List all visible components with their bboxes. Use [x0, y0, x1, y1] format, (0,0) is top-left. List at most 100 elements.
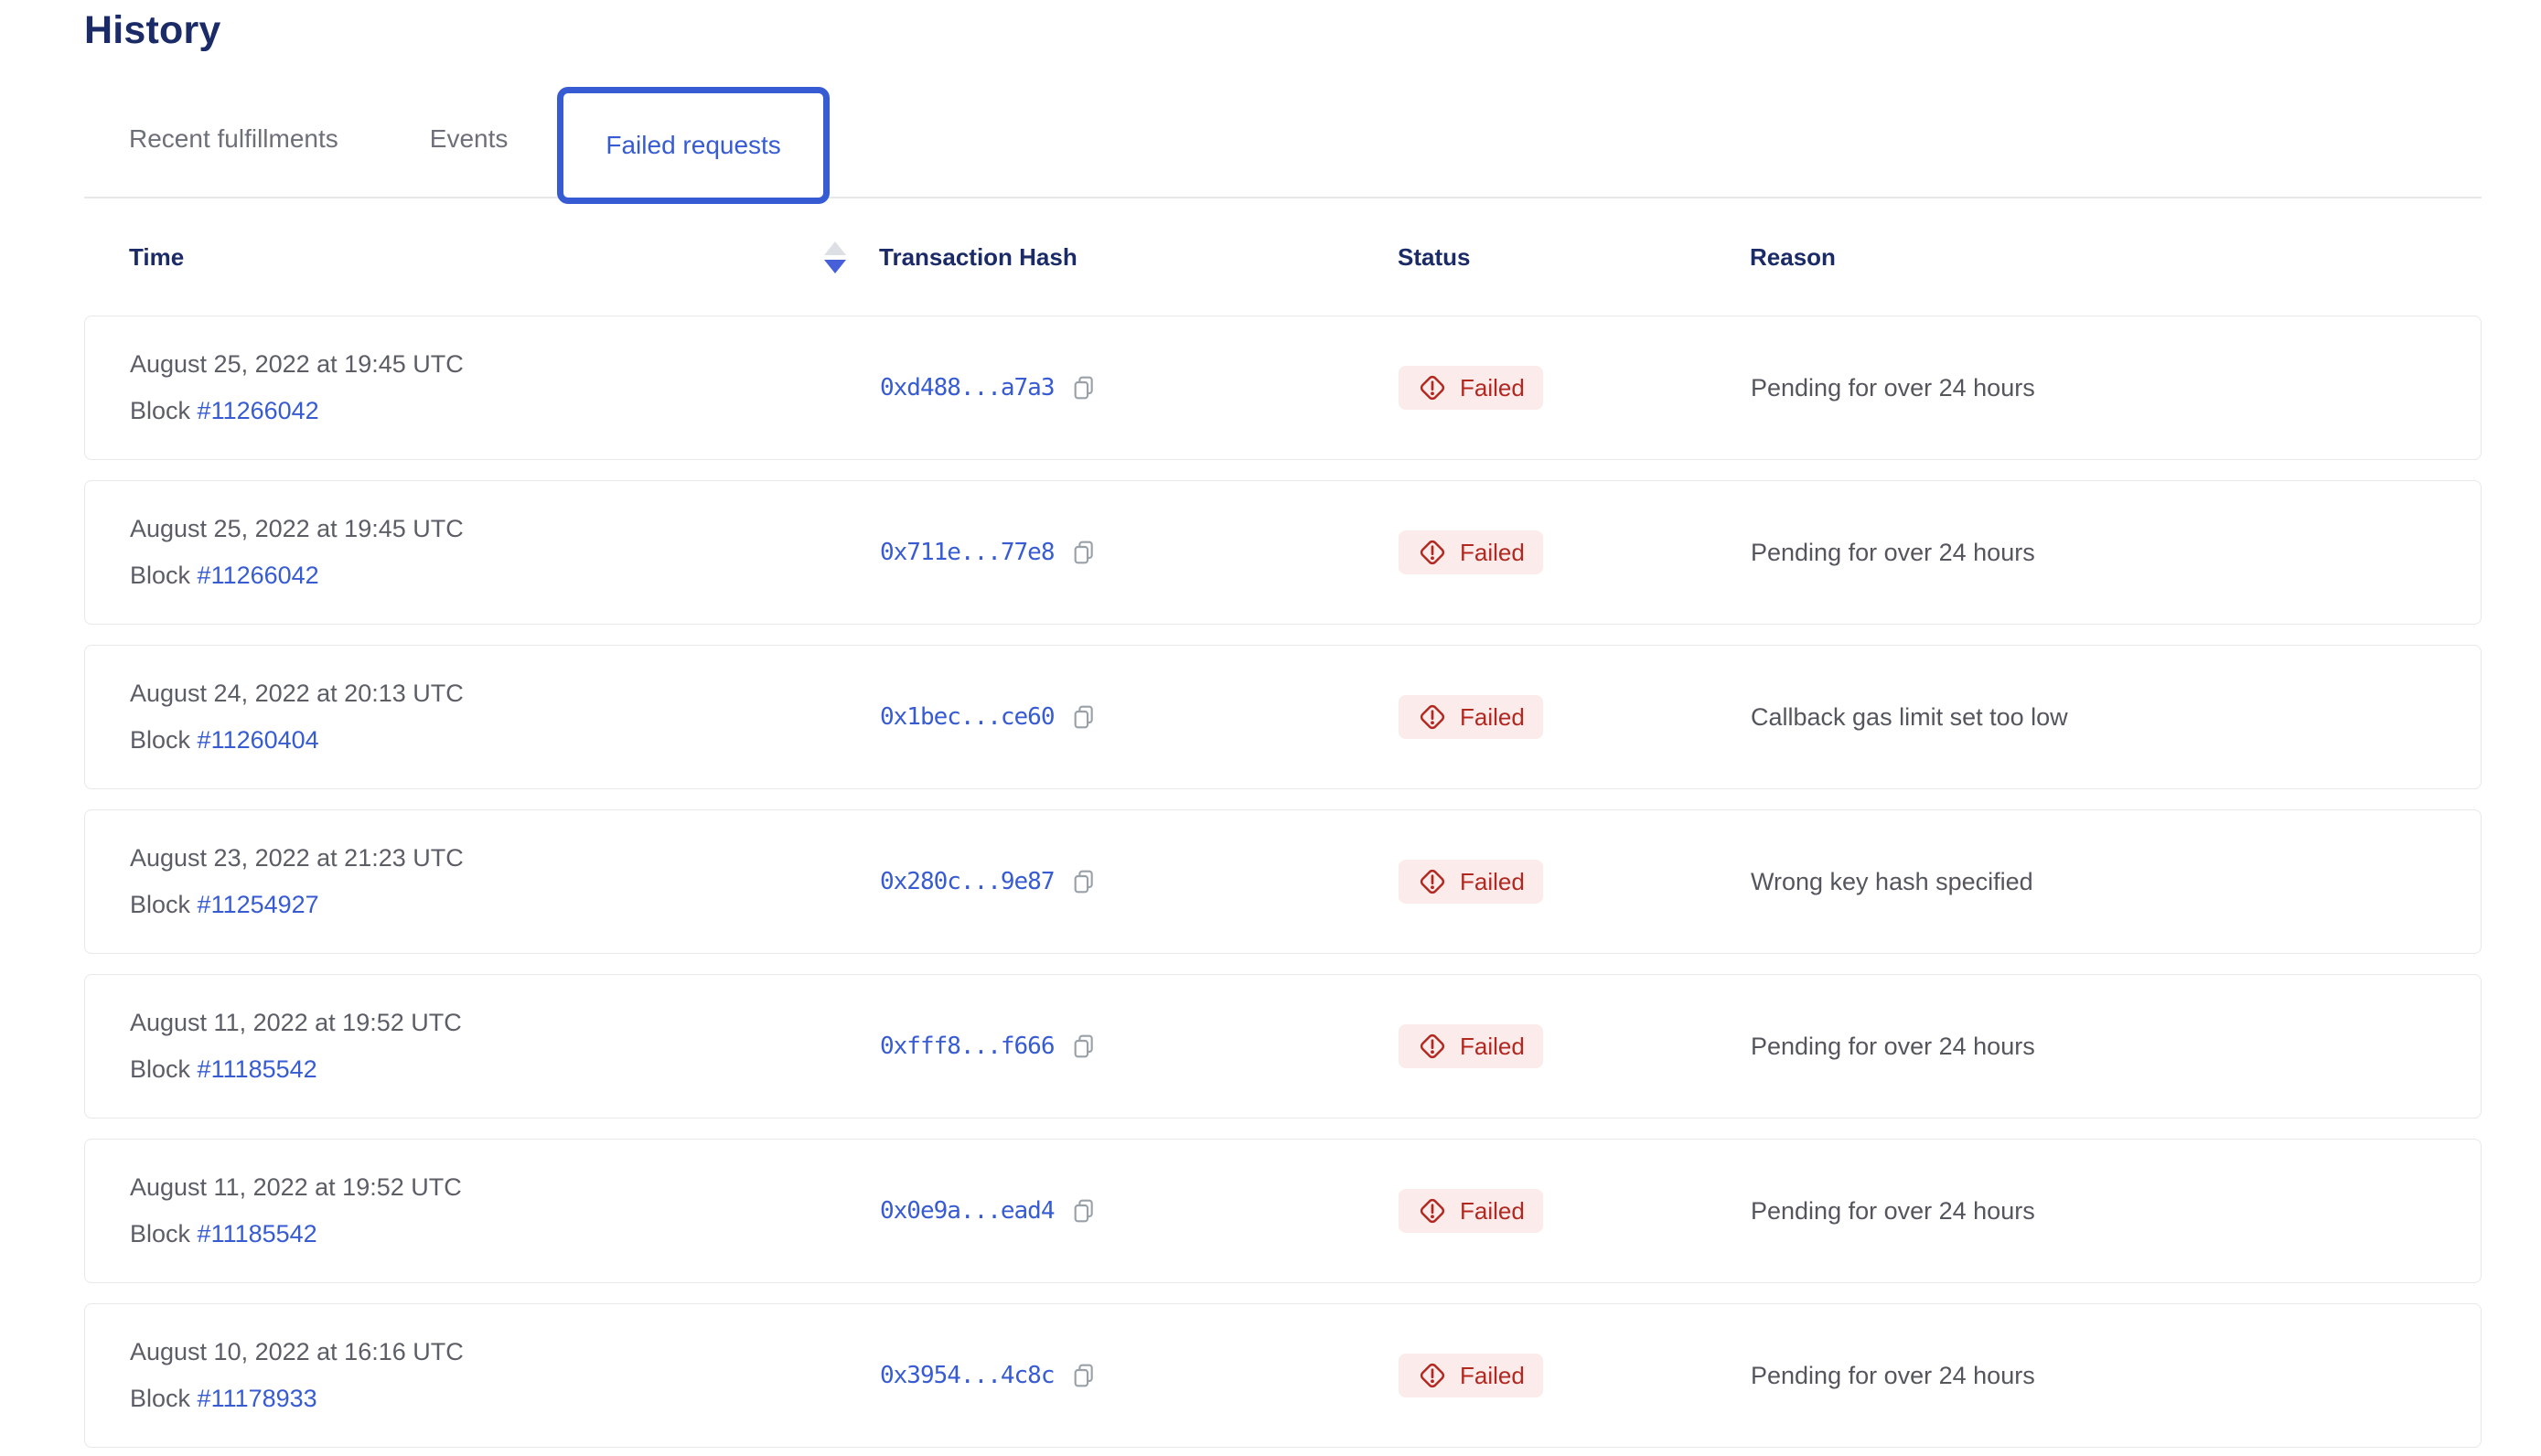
- table-row: August 11, 2022 at 19:52 UTC Block #1118…: [84, 974, 2482, 1119]
- warning-diamond-icon: [1420, 540, 1445, 565]
- time-cell: August 24, 2022 at 20:13 UTC Block #1126…: [130, 680, 880, 755]
- transaction-hash-cell: 0xfff8...f666: [880, 1032, 1399, 1061]
- table-row: August 25, 2022 at 19:45 UTC Block #1126…: [84, 480, 2482, 625]
- status-cell: Failed: [1399, 1024, 1751, 1068]
- block-line: Block #11185542: [130, 1220, 880, 1248]
- transaction-hash-link[interactable]: 0x3954...4c8c: [880, 1362, 1055, 1389]
- block-label: Block: [130, 397, 191, 424]
- status-cell: Failed: [1399, 1189, 1751, 1233]
- transaction-hash-cell: 0xd488...a7a3: [880, 373, 1399, 402]
- block-label: Block: [130, 891, 191, 918]
- transaction-hash-cell: 0x3954...4c8c: [880, 1361, 1399, 1390]
- copy-icon[interactable]: [1069, 867, 1099, 896]
- time-cell: August 10, 2022 at 16:16 UTC Block #1117…: [130, 1338, 880, 1413]
- transaction-hash-link[interactable]: 0x0e9a...ead4: [880, 1197, 1055, 1225]
- table-row: August 11, 2022 at 19:52 UTC Block #1118…: [84, 1139, 2482, 1283]
- warning-diamond-icon: [1420, 1198, 1445, 1224]
- reason-cell: Callback gas limit set too low: [1751, 702, 2068, 731]
- timestamp: August 24, 2022 at 20:13 UTC: [130, 680, 464, 707]
- status-badge: Failed: [1399, 366, 1543, 410]
- block-number-link[interactable]: #11178933: [197, 1385, 317, 1412]
- failed-requests-list: August 25, 2022 at 19:45 UTC Block #1126…: [84, 316, 2482, 1448]
- time-cell: August 11, 2022 at 19:52 UTC Block #1118…: [130, 1009, 880, 1084]
- status-badge: Failed: [1399, 860, 1543, 904]
- transaction-hash-link[interactable]: 0xd488...a7a3: [880, 374, 1055, 401]
- block-number-link[interactable]: #11185542: [197, 1220, 317, 1247]
- block-label: Block: [130, 1385, 191, 1412]
- status-cell: Failed: [1399, 860, 1751, 904]
- reason-cell: Pending for over 24 hours: [1751, 373, 2035, 401]
- column-header-transaction-hash: Transaction Hash: [879, 242, 1078, 271]
- warning-diamond-icon: [1420, 375, 1445, 401]
- status-cell: Failed: [1399, 695, 1751, 739]
- status-cell: Failed: [1399, 530, 1751, 574]
- timestamp: August 25, 2022 at 19:45 UTC: [130, 350, 464, 378]
- block-number-link[interactable]: #11185542: [197, 1055, 317, 1083]
- copy-icon[interactable]: [1069, 1032, 1099, 1061]
- transaction-hash-cell: 0x711e...77e8: [880, 538, 1399, 567]
- status-badge: Failed: [1399, 695, 1543, 739]
- block-number-link[interactable]: #11266042: [197, 397, 319, 424]
- column-header-reason: Reason: [1750, 242, 1836, 271]
- timestamp: August 10, 2022 at 16:16 UTC: [130, 1338, 464, 1365]
- warning-diamond-icon: [1420, 704, 1445, 730]
- time-cell: August 25, 2022 at 19:45 UTC Block #1126…: [130, 350, 880, 425]
- status-label: Failed: [1460, 867, 1525, 895]
- sort-descending-icon[interactable]: [824, 241, 846, 273]
- warning-diamond-icon: [1420, 1363, 1445, 1388]
- copy-icon[interactable]: [1069, 538, 1099, 567]
- timestamp: August 11, 2022 at 19:52 UTC: [130, 1009, 462, 1036]
- block-line: Block #11260404: [130, 726, 880, 755]
- copy-icon[interactable]: [1069, 1361, 1099, 1390]
- transaction-hash-link[interactable]: 0x711e...77e8: [880, 539, 1055, 566]
- status-label: Failed: [1460, 1032, 1525, 1060]
- status-label: Failed: [1460, 702, 1525, 731]
- status-cell: Failed: [1399, 366, 1751, 410]
- block-line: Block #11254927: [130, 891, 880, 919]
- tab-events[interactable]: Events: [429, 124, 509, 153]
- sort-up-arrow-icon: [824, 241, 846, 255]
- column-header-status: Status: [1398, 242, 1471, 271]
- status-label: Failed: [1460, 1196, 1525, 1225]
- reason-cell: Pending for over 24 hours: [1751, 1196, 2035, 1225]
- block-line: Block #11266042: [130, 397, 880, 425]
- transaction-hash-link[interactable]: 0xfff8...f666: [880, 1033, 1055, 1060]
- reason-cell: Wrong key hash specified: [1751, 867, 2033, 895]
- block-label: Block: [130, 726, 191, 754]
- warning-diamond-icon: [1420, 1033, 1445, 1059]
- status-badge: Failed: [1399, 1024, 1543, 1068]
- status-badge: Failed: [1399, 1189, 1543, 1233]
- tab-failed-requests[interactable]: Failed requests: [557, 87, 830, 204]
- block-line: Block #11178933: [130, 1385, 880, 1413]
- history-page: History Recent fulfillments Events Faile…: [84, 8, 2482, 1448]
- copy-icon[interactable]: [1069, 373, 1099, 402]
- table-row: August 24, 2022 at 20:13 UTC Block #1126…: [84, 645, 2482, 789]
- transaction-hash-cell: 0x1bec...ce60: [880, 702, 1399, 732]
- status-badge: Failed: [1399, 530, 1543, 574]
- history-tabs: Recent fulfillments Events Failed reques…: [84, 80, 2482, 204]
- status-badge: Failed: [1399, 1354, 1543, 1397]
- time-cell: August 11, 2022 at 19:52 UTC Block #1118…: [130, 1173, 880, 1248]
- status-label: Failed: [1460, 373, 1525, 401]
- tab-recent-fulfillments[interactable]: Recent fulfillments: [129, 124, 338, 153]
- timestamp: August 23, 2022 at 21:23 UTC: [130, 844, 464, 872]
- column-header-time: Time: [129, 242, 185, 271]
- block-number-link[interactable]: #11266042: [197, 562, 319, 589]
- status-label: Failed: [1460, 538, 1525, 566]
- timestamp: August 25, 2022 at 19:45 UTC: [130, 515, 464, 542]
- warning-diamond-icon: [1420, 869, 1445, 894]
- block-label: Block: [130, 1220, 191, 1247]
- reason-cell: Pending for over 24 hours: [1751, 1032, 2035, 1060]
- transaction-hash-cell: 0x280c...9e87: [880, 867, 1399, 896]
- block-number-link[interactable]: #11254927: [197, 891, 319, 918]
- reason-cell: Pending for over 24 hours: [1751, 538, 2035, 566]
- sort-down-arrow-icon: [824, 259, 846, 273]
- time-cell: August 23, 2022 at 21:23 UTC Block #1125…: [130, 844, 880, 919]
- page-title: History: [84, 8, 221, 52]
- transaction-hash-link[interactable]: 0x280c...9e87: [880, 868, 1055, 895]
- copy-icon[interactable]: [1069, 1196, 1099, 1226]
- transaction-hash-link[interactable]: 0x1bec...ce60: [880, 703, 1055, 731]
- copy-icon[interactable]: [1069, 702, 1099, 732]
- block-number-link[interactable]: #11260404: [197, 726, 319, 754]
- table-row: August 23, 2022 at 21:23 UTC Block #1125…: [84, 809, 2482, 954]
